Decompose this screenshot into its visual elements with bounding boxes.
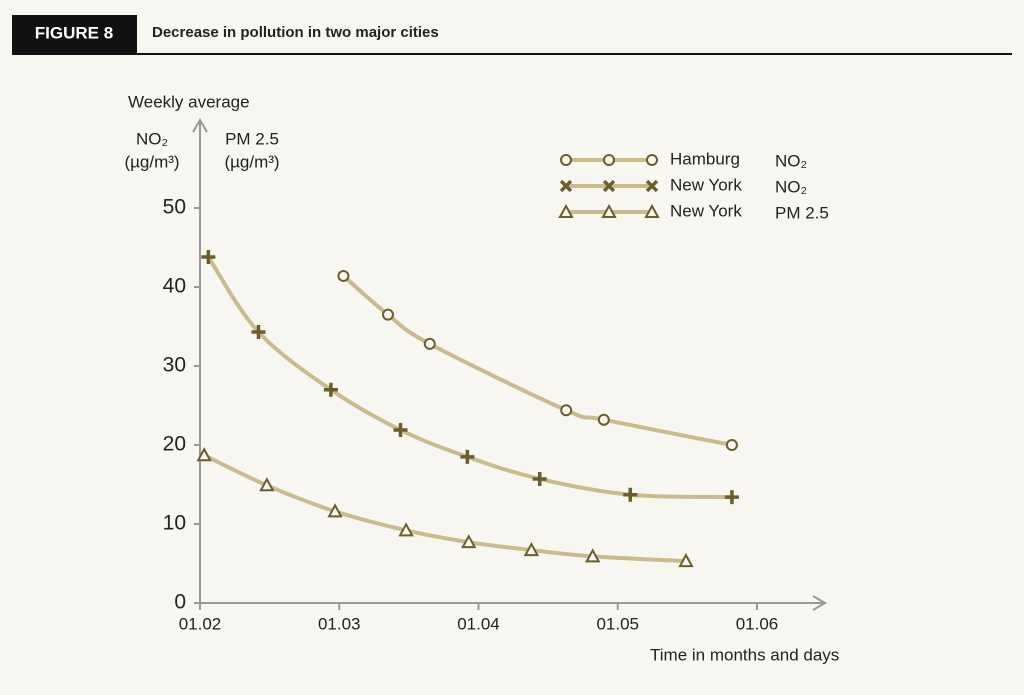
y-axis-name: PM 2.5	[225, 129, 279, 148]
data-point	[323, 382, 338, 397]
marker-shape	[259, 477, 275, 492]
y-axis-unit: (µg/m³)	[124, 152, 179, 171]
data-point	[597, 413, 610, 426]
marker-shape	[398, 522, 414, 537]
marker-shape	[327, 503, 343, 518]
chart-title: Decrease in pollution in two major citie…	[152, 24, 439, 41]
y-tick-label: 20	[163, 433, 186, 456]
data-point	[327, 503, 343, 518]
marker-shape	[523, 541, 540, 557]
data-point	[532, 471, 547, 486]
legend-pollutant: PM 2.5	[775, 203, 829, 222]
data-point	[398, 522, 414, 537]
data-point	[584, 548, 601, 563]
y-axis-name: NO₂	[136, 129, 168, 148]
x-tick-label: 01.02	[179, 614, 222, 633]
data-point	[724, 490, 739, 505]
data-point	[461, 534, 477, 549]
y-axis-arrow	[192, 118, 208, 133]
data-point	[196, 447, 212, 462]
x-tick-label: 01.03	[318, 614, 361, 633]
y-tick-label: 0	[174, 591, 186, 614]
legend-item: New York PM 2.5	[558, 201, 829, 222]
marker-shape	[251, 325, 266, 340]
marker-shape	[584, 548, 601, 563]
y-tick-label: 50	[163, 196, 186, 219]
data-point	[259, 477, 275, 492]
y-tick-label: 30	[163, 354, 186, 377]
data-point	[560, 404, 573, 417]
legend-name: New York	[670, 175, 742, 194]
marker-shape	[603, 154, 615, 166]
legend-name: Hamburg	[670, 149, 740, 168]
legend-item: New York NO₂	[559, 175, 807, 196]
marker-shape	[678, 553, 694, 568]
marker-shape	[645, 179, 659, 193]
data-point	[201, 249, 216, 264]
data-point	[337, 269, 350, 282]
data-point	[251, 325, 266, 340]
marker-shape	[323, 382, 338, 397]
marker-shape	[644, 203, 660, 218]
marker-shape	[597, 413, 610, 426]
marker-shape	[201, 249, 216, 264]
y-label: Weekly average	[128, 92, 250, 111]
marker-shape	[560, 154, 572, 166]
legend-item: Hamburg NO₂	[560, 149, 807, 170]
figure-label: FIGURE 8	[35, 23, 113, 42]
x-axis-arrow	[812, 595, 827, 611]
marker-shape	[724, 490, 739, 505]
marker-shape	[602, 179, 616, 193]
marker-shape	[646, 154, 658, 166]
marker-shape	[558, 203, 574, 218]
marker-shape	[560, 404, 573, 417]
marker-shape	[337, 269, 350, 282]
marker-shape	[559, 179, 573, 193]
marker-shape	[601, 203, 617, 218]
x-tick-label: 01.04	[457, 614, 500, 633]
marker-shape	[393, 422, 408, 437]
y-tick-label: 10	[163, 512, 186, 535]
data-point	[623, 487, 638, 502]
data-point	[393, 422, 408, 437]
data-point	[725, 439, 738, 451]
x-tick-label: 01.06	[736, 614, 779, 633]
marker-shape	[423, 337, 436, 350]
y-axis-unit: (µg/m³)	[224, 152, 279, 171]
marker-shape	[461, 534, 477, 549]
y-tick-label: 40	[163, 275, 186, 298]
marker-shape	[725, 439, 738, 451]
data-point	[678, 553, 694, 568]
marker-shape	[381, 308, 394, 321]
x-tick-label: 01.05	[596, 614, 639, 633]
legend-pollutant: NO₂	[775, 151, 807, 170]
marker-shape	[532, 471, 547, 486]
data-point	[460, 449, 475, 464]
data-point	[523, 541, 540, 557]
x-label: Time in months and days	[650, 645, 839, 664]
data-point	[423, 337, 436, 350]
legend-pollutant: NO₂	[775, 177, 807, 196]
data-point	[381, 308, 394, 321]
legend-name: New York	[670, 201, 742, 220]
figure-label-box	[12, 15, 137, 53]
marker-shape	[196, 447, 212, 462]
marker-shape	[460, 449, 475, 464]
marker-shape	[623, 487, 638, 502]
